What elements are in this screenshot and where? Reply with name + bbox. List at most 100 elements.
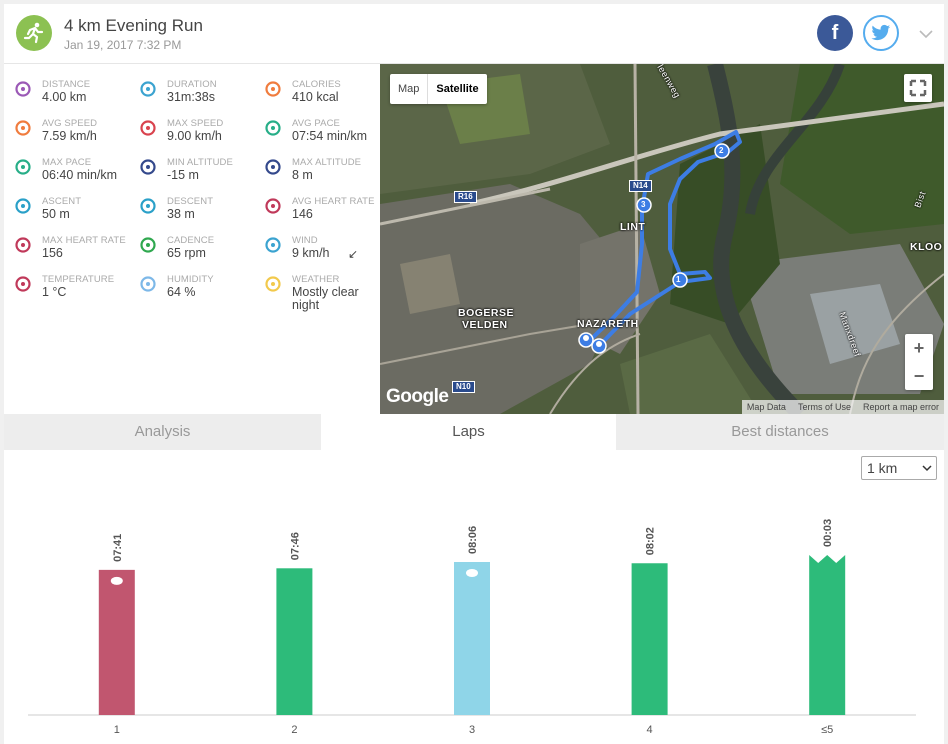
lap-time-label: 00:03: [822, 519, 834, 547]
satellite-view-button[interactable]: Satellite: [427, 74, 486, 104]
stat-value: 7.59 km/h: [42, 129, 97, 143]
thermometer-icon: [14, 275, 32, 293]
stat-label: ASCENT: [42, 196, 82, 207]
terms-of-use-link[interactable]: Terms of Use: [797, 402, 851, 412]
stat-temperature: TEMPERATURE 1 °C: [4, 267, 129, 306]
lap-number-label: 4: [647, 724, 653, 736]
stats-panel: DISTANCE 4.00 km DURATION 31m:38s CALORIES 41…: [4, 64, 380, 414]
google-logo: Google: [386, 386, 449, 407]
fullscreen-button[interactable]: [904, 74, 932, 102]
stat-value: 06:40 min/km: [42, 168, 118, 182]
lap-marker-2[interactable]: 2: [719, 146, 724, 155]
zoom-control: + −: [905, 334, 933, 390]
moon-icon: [264, 275, 282, 293]
zoom-in-button[interactable]: +: [913, 338, 925, 358]
activity-title: 4 km Evening Run: [64, 16, 203, 35]
lap-bar[interactable]: [276, 568, 313, 715]
stat-label: AVG PACE: [292, 118, 340, 129]
distance-icon: [14, 80, 32, 98]
stat-max-speed: MAX SPEED 9.00 km/h: [129, 111, 254, 150]
laps-panel: 1 km 07:41 1 07:46 2 08:06 3 08:02 4 00:03 ≤5: [4, 450, 944, 744]
lap-number-label: 1: [114, 724, 120, 736]
ascent-icon: [14, 197, 32, 215]
tab-laps[interactable]: Laps: [321, 414, 616, 450]
lap-marker-3[interactable]: 3: [641, 200, 646, 209]
lap-distance-select[interactable]: 1 km: [861, 456, 937, 480]
stat-value: 9 km/h: [292, 246, 330, 260]
stat-cadence: CADENCE 65 rpm: [129, 228, 254, 267]
stat-label: AVG HEART RATE: [292, 196, 375, 207]
mountain-icon: [139, 158, 157, 176]
stat-value: 50 m: [42, 207, 70, 221]
stopwatch-icon: [139, 80, 157, 98]
stat-max-heart-rate: MAX HEART RATE 156: [4, 228, 129, 267]
stat-duration: DURATION 31m:38s: [129, 72, 254, 111]
stat-weather: WEATHER Mostly clear night: [254, 267, 379, 312]
twitter-share-button[interactable]: [863, 15, 899, 51]
chevron-down-icon[interactable]: [916, 24, 936, 44]
tab-analysis[interactable]: Analysis: [134, 423, 191, 440]
stat-value: 07:54 min/km: [292, 129, 368, 143]
route-map[interactable]: 1 2 3 BOGERSE VELDEN NAZARETH LINT KLOO …: [380, 64, 944, 414]
stat-avg-pace: AVG PACE 07:54 min/km: [254, 111, 379, 150]
start-marker-icon[interactable]: [583, 335, 589, 341]
rabbit-icon: [110, 576, 123, 585]
pace-gauge-icon: [14, 158, 32, 176]
stat-value: 156: [42, 246, 63, 260]
stat-label: DURATION: [167, 79, 217, 90]
stat-value: -15 m: [167, 168, 199, 182]
lap-bar[interactable]: [98, 569, 135, 715]
laps-chart: 07:41 1 07:46 2 08:06 3 08:02 4 00:03 ≤5: [28, 519, 916, 736]
stat-value: 38 m: [167, 207, 195, 221]
lap-bar[interactable]: [631, 563, 668, 715]
road-sign: R16: [454, 191, 477, 203]
stat-label: MIN ALTITUDE: [167, 157, 233, 168]
speedometer-icon: [139, 119, 157, 137]
tab-best-distances[interactable]: Best distances: [731, 423, 829, 440]
satellite-imagery: [380, 64, 944, 414]
lap-number-label: 2: [291, 724, 297, 736]
stat-value: 1 °C: [42, 285, 67, 299]
stat-wind: WIND 9 km/h ↙: [254, 228, 379, 267]
cadence-icon: [139, 236, 157, 254]
stat-descent: DESCENT 38 m: [129, 189, 254, 228]
road-sign: N14: [629, 180, 652, 192]
road-sign: N10: [452, 381, 475, 393]
report-map-error-link[interactable]: Report a map error: [862, 402, 939, 412]
map-data-link[interactable]: Map Data: [746, 402, 786, 412]
facebook-icon: f: [831, 21, 839, 44]
lap-time-label: 08:02: [645, 527, 657, 555]
finish-marker-icon[interactable]: [596, 341, 602, 347]
lap-number-label: ≤5: [821, 724, 833, 736]
stat-min-altitude: MIN ALTITUDE -15 m: [129, 150, 254, 189]
stat-value: 410 kcal: [292, 90, 339, 104]
lap-marker-1[interactable]: 1: [676, 275, 681, 284]
stat-value: 8 m: [292, 168, 313, 182]
zoom-out-button[interactable]: −: [913, 366, 925, 386]
stat-label: CADENCE: [167, 235, 215, 246]
stat-label: HUMIDITY: [167, 274, 214, 285]
lap-bar[interactable]: [454, 562, 490, 715]
stat-value: 4.00 km: [42, 90, 87, 104]
heart-rate-icon: [264, 197, 282, 215]
facebook-share-button[interactable]: f: [817, 15, 853, 51]
lap-bar[interactable]: [809, 555, 846, 715]
stat-label: MAX ALTITUDE: [292, 157, 362, 168]
map-view-button[interactable]: Map: [398, 83, 420, 95]
activity-card: 4 km Evening Run Jan 19, 2017 7:32 PM f …: [4, 4, 944, 744]
twitter-icon: [871, 24, 891, 41]
stat-label: DISTANCE: [42, 79, 91, 90]
stat-value: 146: [292, 207, 313, 221]
wind-icon: [264, 236, 282, 254]
map-type-control: Map Satellite: [390, 74, 487, 104]
map-label: KLOO: [910, 241, 943, 253]
turtle-icon: [466, 569, 478, 577]
stat-ascent: ASCENT 50 m: [4, 189, 129, 228]
activity-date: Jan 19, 2017 7:32 PM: [64, 38, 182, 52]
tab-bar: Analysis Laps Best distances: [4, 414, 944, 450]
heart-rate-icon: [14, 236, 32, 254]
activity-header: 4 km Evening Run Jan 19, 2017 7:32 PM f: [4, 4, 944, 64]
stat-label: CALORIES: [292, 79, 341, 90]
stat-label: TEMPERATURE: [42, 274, 115, 285]
humidity-icon: [139, 275, 157, 293]
